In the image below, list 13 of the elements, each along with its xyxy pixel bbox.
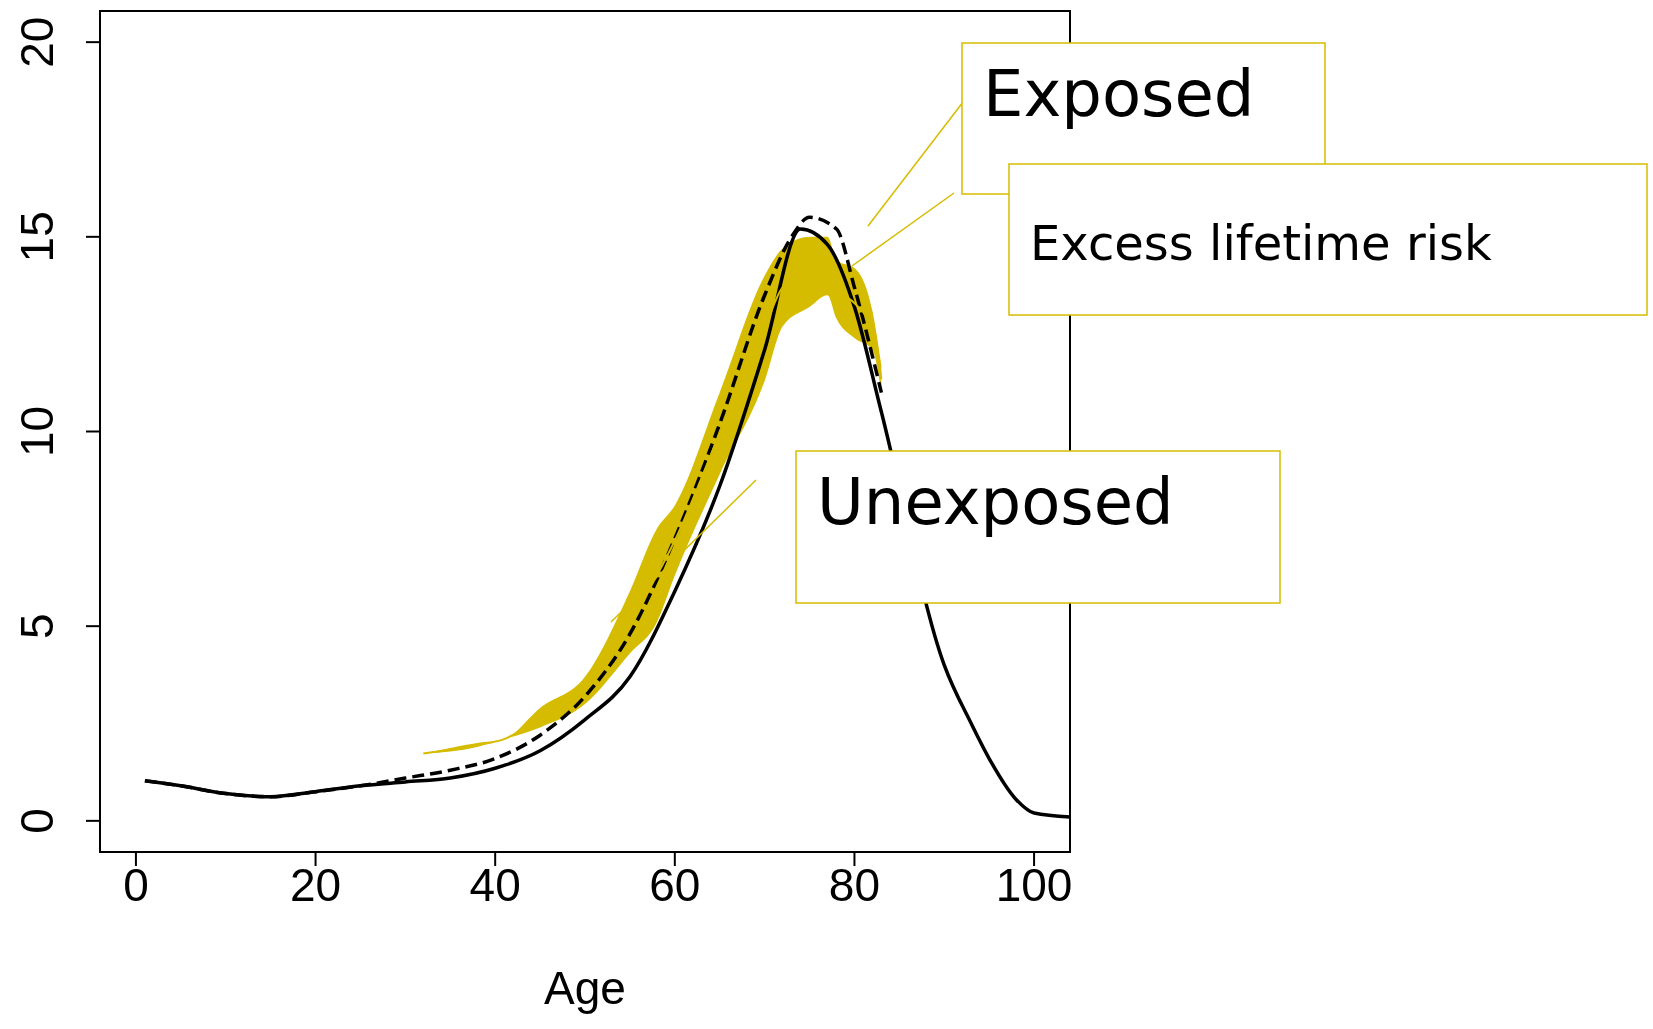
- x-tick-label: 100: [995, 858, 1073, 911]
- series-label: Unexposed: [817, 465, 1174, 539]
- x-tick-label: 40: [469, 858, 521, 911]
- y-tick-label: 0: [11, 808, 63, 834]
- x-tick-label: 20: [289, 858, 342, 911]
- x-tick-label: 80: [828, 858, 881, 911]
- x-tick-label: 60: [649, 858, 701, 911]
- y-tick-label: 5: [11, 613, 63, 639]
- y-tick-label: 10: [11, 405, 63, 458]
- x-tick-label: 0: [123, 858, 149, 911]
- y-tick-label: 20: [11, 16, 63, 68]
- y-tick-label: 15: [11, 211, 63, 263]
- x-axis-title: Age: [544, 962, 626, 1014]
